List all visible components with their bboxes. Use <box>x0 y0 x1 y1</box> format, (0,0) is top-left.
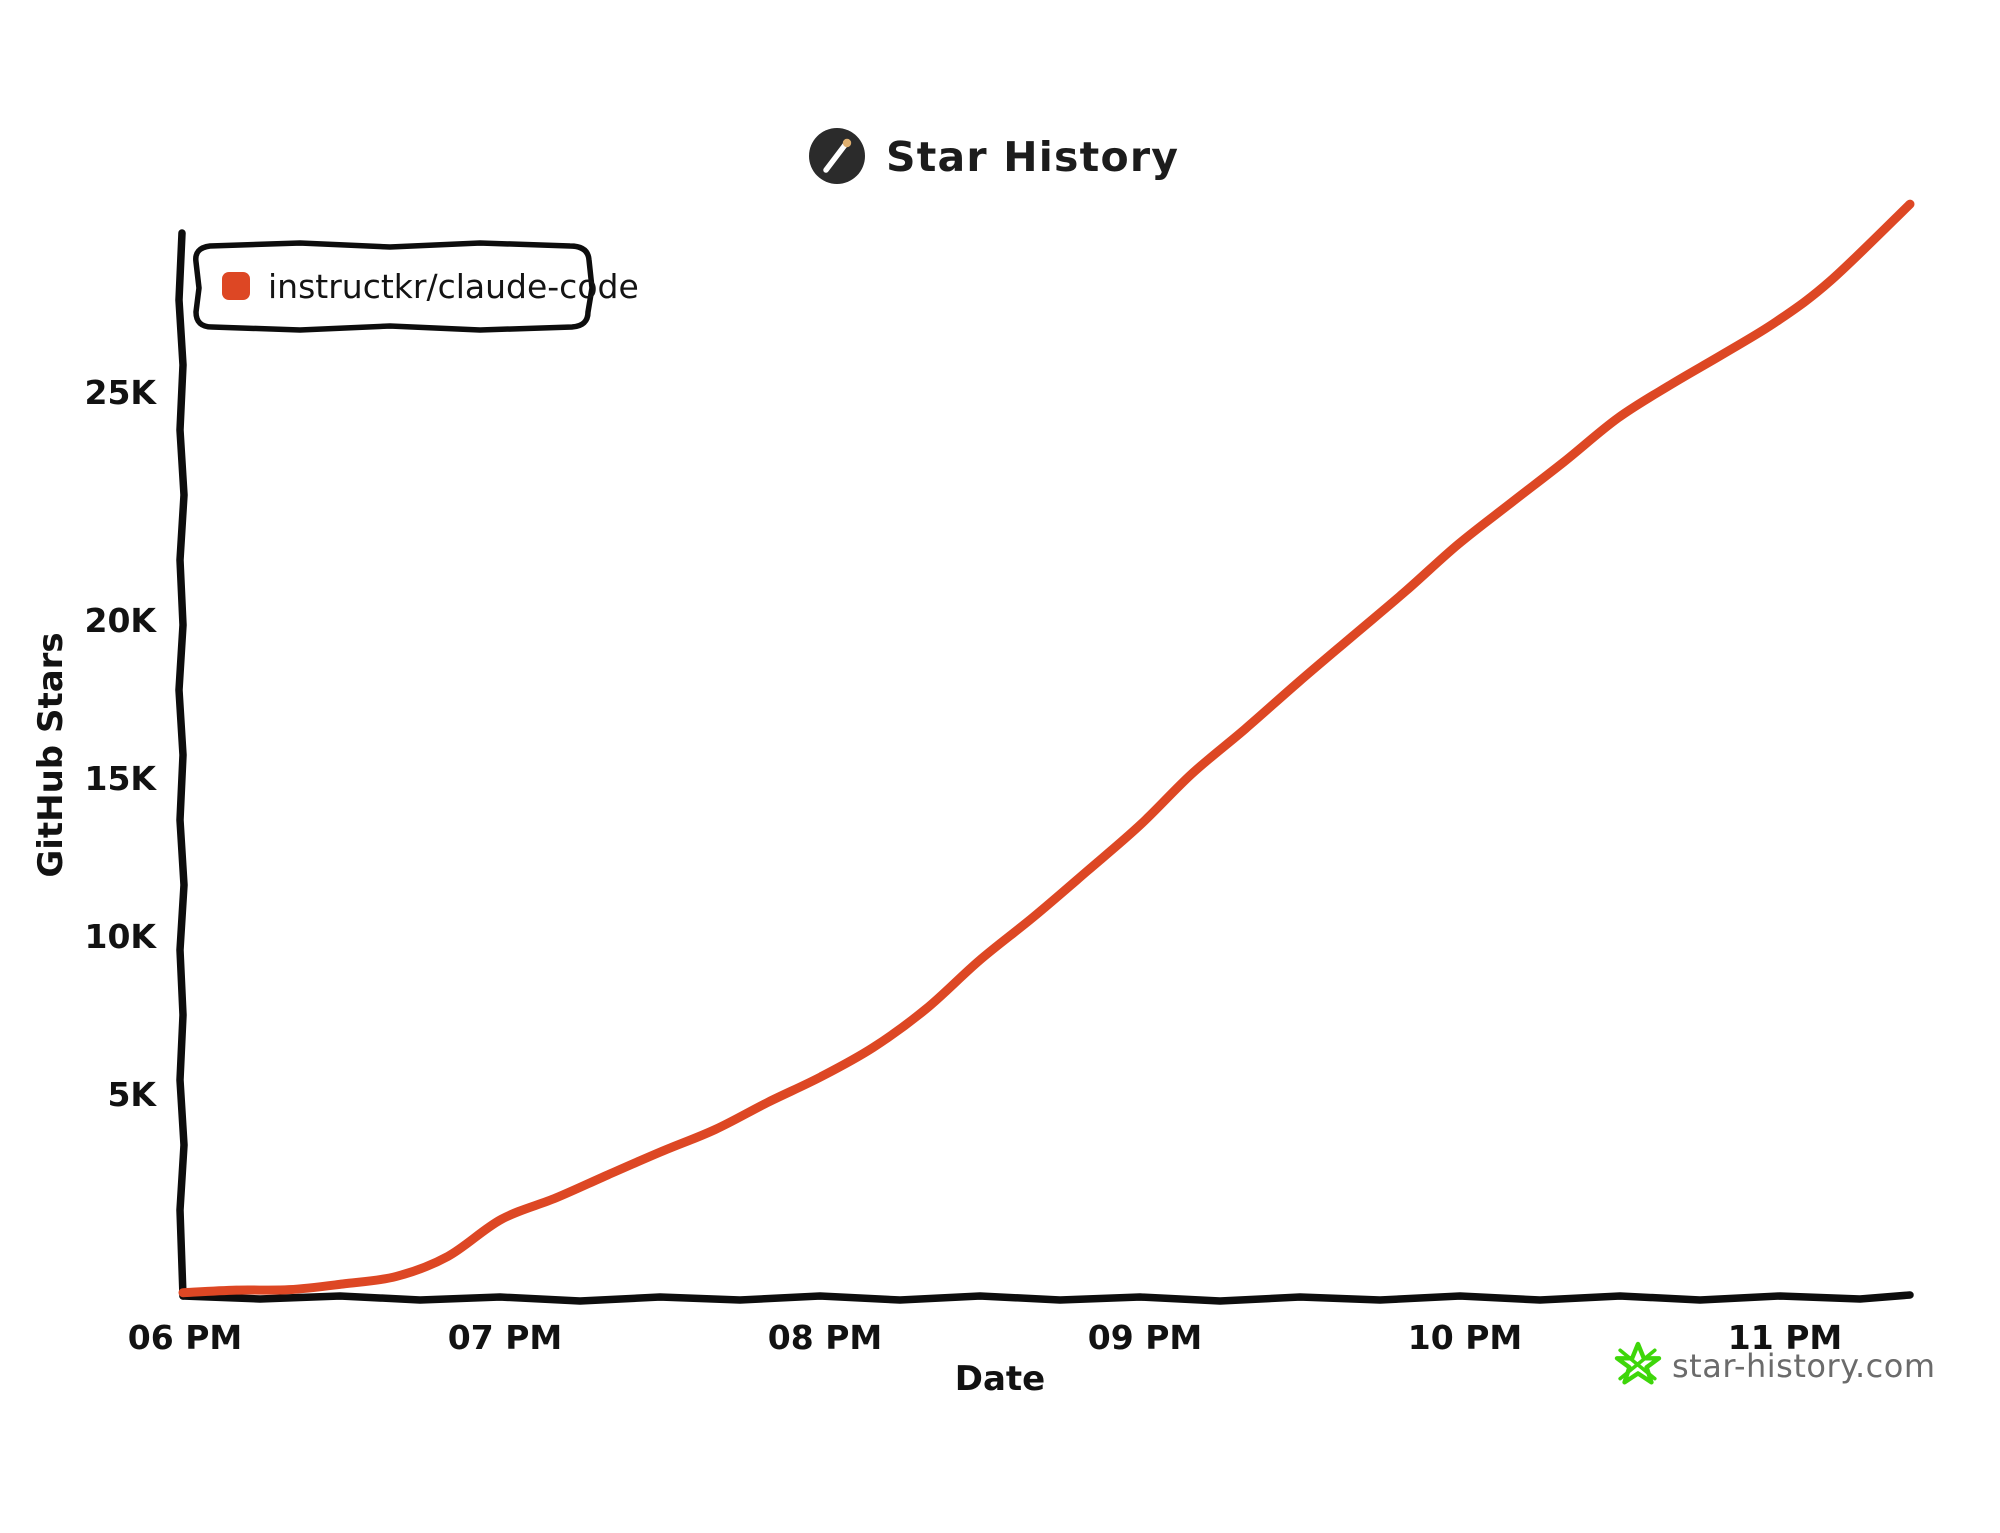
star-icon <box>1614 1341 1662 1385</box>
x-tick-label: 10 PM <box>1408 1318 1522 1357</box>
axes-group <box>175 229 1914 1305</box>
x-axis-line <box>179 1291 1914 1305</box>
x-tick-label: 09 PM <box>1088 1318 1202 1357</box>
watermark[interactable]: star-history.com <box>1614 1341 1936 1385</box>
chart-title-group: Star History <box>809 128 1179 184</box>
x-tick-label: 11 PM <box>1728 1318 1842 1357</box>
series-group <box>178 199 1915 1298</box>
wand-icon <box>823 138 852 173</box>
watermark-label: star-history.com <box>1672 1347 1936 1385</box>
x-tick-label: 08 PM <box>768 1318 882 1357</box>
y-tick-label: 5K <box>107 1075 157 1114</box>
legend[interactable]: instructkr/claude-code <box>193 240 639 333</box>
y-axis-line <box>175 229 188 1300</box>
x-axis-title: Date <box>955 1359 1045 1399</box>
series-line-instructkr-claude-code <box>178 199 1915 1298</box>
legend-marker-square <box>222 272 250 300</box>
y-axis-tick-labels: 5K 10K 15K 20K 25K <box>85 373 158 1114</box>
legend-box <box>193 240 595 333</box>
legend-label: instructkr/claude-code <box>268 267 639 306</box>
y-tick-label: 10K <box>85 917 158 956</box>
x-axis-tick-labels: 06 PM 07 PM 08 PM 09 PM 10 PM 11 PM <box>128 1318 1842 1357</box>
y-axis-title: GitHub Stars <box>31 632 71 877</box>
y-tick-label: 15K <box>85 759 158 798</box>
y-tick-label: 20K <box>85 601 158 640</box>
x-tick-label: 07 PM <box>448 1318 562 1357</box>
page-title: Star History <box>886 133 1179 181</box>
y-tick-label: 25K <box>85 373 158 412</box>
x-tick-label: 06 PM <box>128 1318 242 1357</box>
